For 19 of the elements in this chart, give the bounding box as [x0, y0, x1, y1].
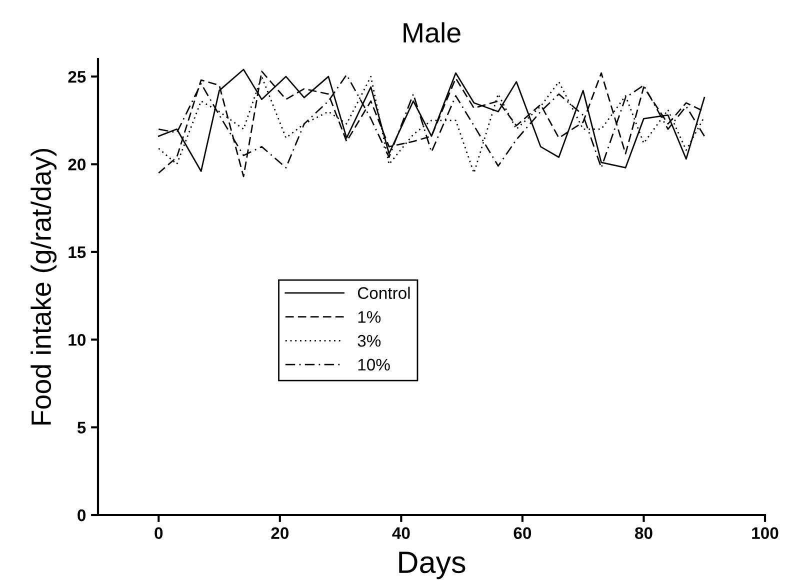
y-tick-label: 25 — [68, 70, 86, 83]
x-axis-title: Days — [399, 552, 466, 580]
y-tick-label: 0 — [78, 509, 86, 522]
y-tick-label: 5 — [77, 422, 86, 434]
y-tick-label: 10 — [68, 334, 86, 346]
legend-label: 1% — [358, 311, 381, 323]
x-tick-label: 0 — [154, 527, 163, 540]
x-tick-label: 20 — [271, 527, 288, 540]
x-tick-label: 100 — [752, 527, 778, 540]
legend-label: 3% — [358, 334, 381, 347]
y-tick-label: 15 — [68, 246, 86, 258]
x-tick-label: 80 — [634, 527, 652, 540]
legend-label: 10% — [358, 358, 390, 371]
y-axis-title: Food intake (g/rat/day) — [30, 148, 57, 424]
chart-title: Male — [404, 22, 460, 43]
y-tick-label: 20 — [68, 158, 86, 170]
x-tick-label: 60 — [514, 527, 532, 540]
legend-label: Control — [358, 286, 410, 299]
x-tick-label: 40 — [392, 527, 410, 540]
